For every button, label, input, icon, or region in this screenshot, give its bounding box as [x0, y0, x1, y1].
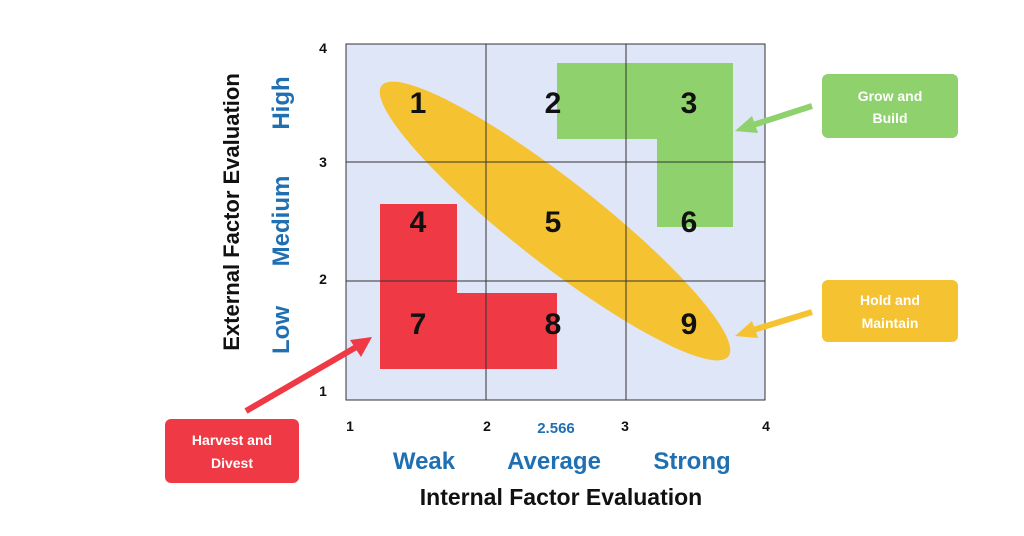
y-category-high: High [268, 76, 295, 129]
x-category-strong: Strong [653, 448, 730, 475]
grow-build-line1: Grow and [858, 88, 923, 104]
y-tick-2: 2 [319, 271, 327, 287]
cell-4: 4 [410, 206, 427, 239]
hold-arrow [735, 309, 813, 338]
harvest-divest-callout: Harvest and Divest [165, 419, 299, 483]
hold-maintain-line1: Hold and [860, 292, 920, 308]
cell-2: 2 [545, 87, 562, 120]
y-tick-4: 4 [319, 40, 327, 56]
cell-7: 7 [410, 308, 427, 341]
hold-maintain-callout: Hold and Maintain [822, 280, 958, 342]
hold-maintain-line2: Maintain [862, 315, 919, 331]
y-category-low: Low [268, 306, 295, 354]
cell-6: 6 [681, 206, 698, 239]
cell-5: 5 [545, 206, 562, 239]
x-category-average: Average [507, 448, 601, 475]
grow-arrow [735, 103, 813, 133]
cell-8: 8 [545, 308, 562, 341]
x-score-marker: 2.566 [537, 420, 575, 437]
y-tick-3: 3 [319, 154, 327, 170]
x-tick-4: 4 [762, 418, 770, 434]
hold-maintain-region [379, 81, 731, 361]
harvest-divest-line1: Harvest and [192, 432, 272, 448]
x-tick-2: 2 [483, 418, 491, 434]
grow-build-region [557, 63, 733, 227]
y-category-medium: Medium [268, 176, 295, 267]
grow-build-callout: Grow and Build [822, 74, 958, 138]
grow-build-line2: Build [873, 110, 908, 126]
x-category-weak: Weak [393, 448, 456, 475]
harvest-divest-region [380, 204, 557, 369]
y-axis-title: External Factor Evaluation [219, 73, 244, 351]
harvest-arrow [244, 337, 372, 414]
x-axis-title: Internal Factor Evaluation [420, 484, 702, 510]
x-tick-1: 1 [346, 418, 354, 434]
y-tick-1: 1 [319, 383, 327, 399]
x-tick-3: 3 [621, 418, 629, 434]
matrix-grid [345, 43, 766, 401]
cell-1: 1 [410, 87, 427, 120]
harvest-divest-line2: Divest [211, 455, 253, 471]
cell-9: 9 [681, 308, 698, 341]
cell-3: 3 [681, 87, 698, 120]
